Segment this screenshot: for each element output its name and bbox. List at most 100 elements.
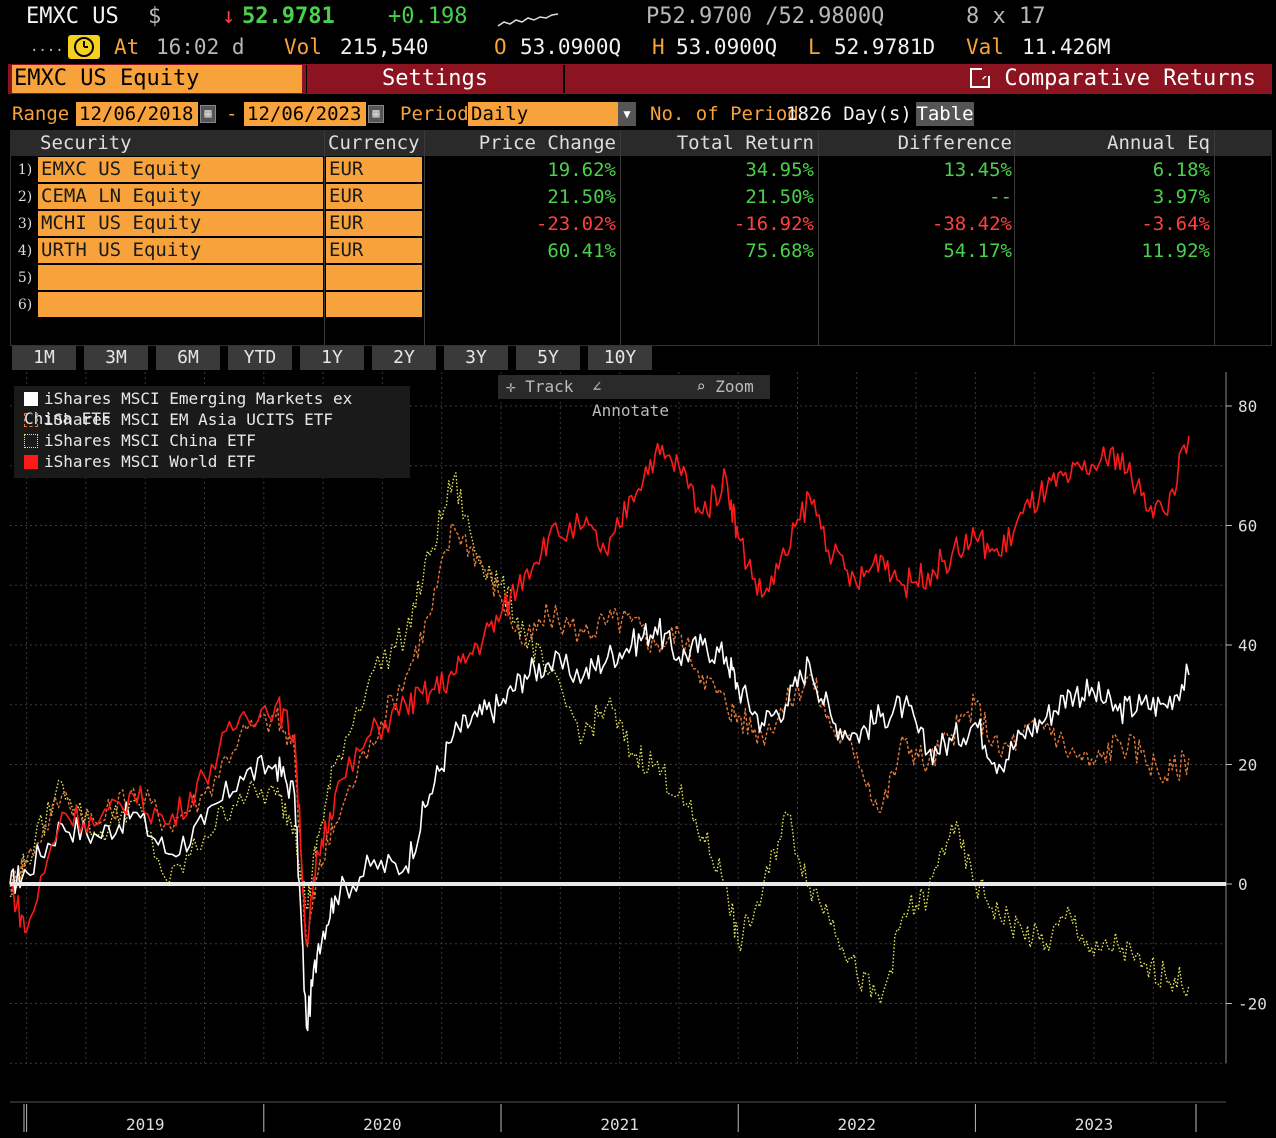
price-change-cell: 21.50% xyxy=(547,186,616,208)
row-number: 5) xyxy=(17,270,33,286)
currency-cell[interactable]: EUR xyxy=(326,238,422,263)
total-return-cell: 75.68% xyxy=(745,240,814,262)
legend-label: iShares MSCI EM Asia UCITS ETF xyxy=(44,410,333,429)
track-button[interactable]: ✛ Track xyxy=(498,375,584,399)
difference-cell: 13.45% xyxy=(943,159,1012,181)
period-button-10y[interactable]: 10Y xyxy=(588,346,656,370)
magnifier-icon: ⌕ xyxy=(696,377,716,396)
high-label: H xyxy=(652,35,665,59)
annual-eq-cell: -3.64% xyxy=(1141,213,1210,235)
total-return-cell: 34.95% xyxy=(745,159,814,181)
down-arrow-icon: ↓ xyxy=(222,4,236,29)
price-change-cell: 19.62% xyxy=(547,159,616,181)
sparkline-icon xyxy=(497,13,559,27)
range-label: Range xyxy=(12,103,70,125)
legend-label: iShares MSCI Emerging Markets ex China E… xyxy=(24,389,353,428)
zoom-button[interactable]: ⌕ Zoom xyxy=(688,375,770,399)
period-button-2y[interactable]: 2Y xyxy=(372,346,440,370)
price-change-cell: -23.02% xyxy=(535,213,616,235)
period-button-3m[interactable]: 3M xyxy=(84,346,152,370)
currency-cell[interactable]: EUR xyxy=(326,184,422,209)
col-security[interactable]: Security xyxy=(40,132,132,154)
quote-time: 16:02 d xyxy=(156,35,245,59)
period-button-6m[interactable]: 6M xyxy=(156,346,224,370)
open-price: 53.0900Q xyxy=(520,35,622,59)
start-date-input[interactable]: 12/06/2018 xyxy=(76,102,198,126)
val-label: Val xyxy=(966,35,1004,59)
row-number: 3) xyxy=(17,216,33,232)
period-button-ytd[interactable]: YTD xyxy=(228,346,296,370)
chevron-down-icon[interactable]: ▼ xyxy=(618,102,636,126)
legend-item[interactable]: iShares MSCI China ETF xyxy=(24,431,256,451)
period-button-5y[interactable]: 5Y xyxy=(516,346,584,370)
period-button-3y[interactable]: 3Y xyxy=(444,346,512,370)
comparative-returns-button[interactable]: Comparative Returns xyxy=(970,61,1256,93)
pencil-icon: ∠ xyxy=(592,377,602,396)
x-tick-label: 2022 xyxy=(838,1115,877,1134)
period-button-1m[interactable]: 1M xyxy=(12,346,80,370)
col-annual-eq[interactable]: Annual Eq xyxy=(1107,132,1210,154)
table-button[interactable]: Table xyxy=(916,102,974,126)
security-cell[interactable]: EMXC US Equity xyxy=(38,157,323,182)
col-difference[interactable]: Difference xyxy=(897,132,1012,154)
traded-value: 11.426M xyxy=(1022,35,1111,59)
comparative-returns-chart[interactable]: 80 60 40 20 0 -20 2019 2020 2021 2022 2023 xyxy=(0,372,1276,1138)
calendar-icon[interactable]: ▦ xyxy=(200,105,216,123)
period-button-1y[interactable]: 1Y xyxy=(300,346,368,370)
calendar-icon[interactable]: ▦ xyxy=(368,105,384,123)
track-label: Track xyxy=(525,377,574,396)
currency-symbol: $ xyxy=(148,4,162,29)
num-period-label: No. of Period xyxy=(650,103,799,125)
difference-cell: -- xyxy=(989,186,1012,208)
comparative-returns-label: Comparative Returns xyxy=(1004,66,1256,91)
low-price: 52.9781D xyxy=(834,35,936,59)
currency-cell[interactable]: EUR xyxy=(326,157,422,182)
y-tick-label: -20 xyxy=(1238,995,1267,1014)
legend-label: iShares MSCI World ETF xyxy=(44,452,256,471)
legend-swatch xyxy=(24,413,38,427)
legend-item[interactable]: iShares MSCI World ETF xyxy=(24,452,256,472)
security-cell[interactable]: URTH US Equity xyxy=(38,238,323,263)
x-tick-label: 2023 xyxy=(1075,1115,1114,1134)
price-change-cell: 60.41% xyxy=(547,240,616,262)
clock-icon[interactable] xyxy=(68,35,100,59)
total-return-cell: 21.50% xyxy=(745,186,814,208)
currency-cell[interactable] xyxy=(326,292,422,317)
currency-cell[interactable] xyxy=(326,265,422,290)
y-tick-label: 20 xyxy=(1238,756,1257,775)
y-tick-label: 60 xyxy=(1238,517,1257,536)
bid-ask-size: 8 x 17 xyxy=(966,4,1046,29)
row-number: 1) xyxy=(17,162,33,178)
series-line xyxy=(9,523,1190,948)
legend-item[interactable]: iShares MSCI EM Asia UCITS ETF xyxy=(24,410,333,430)
annotate-label: Annotate xyxy=(592,401,670,420)
settings-button[interactable]: Settings xyxy=(306,65,565,93)
col-currency[interactable]: Currency xyxy=(328,132,420,154)
open-label: O xyxy=(494,35,507,59)
security-input[interactable]: EMXC US Equity xyxy=(12,65,302,93)
period-select[interactable]: Daily xyxy=(468,102,618,126)
row-number: 6) xyxy=(17,297,33,313)
security-cell[interactable] xyxy=(38,292,323,317)
annotate-button[interactable]: ∠ Annotate xyxy=(584,375,688,420)
vol-label: Vol xyxy=(284,35,322,59)
legend-label: iShares MSCI China ETF xyxy=(44,431,256,450)
security-cell[interactable]: CEMA LN Equity xyxy=(38,184,323,209)
row-number: 2) xyxy=(17,189,33,205)
last-price: 52.9781 xyxy=(242,4,335,29)
dots-icon: .... xyxy=(30,39,64,55)
currency-cell[interactable]: EUR xyxy=(326,211,422,236)
end-date-input[interactable]: 12/06/2023 xyxy=(244,102,366,126)
x-tick-label: 2020 xyxy=(363,1115,402,1134)
volume: 215,540 xyxy=(340,35,429,59)
chart-legend: iShares MSCI Emerging Markets ex China E… xyxy=(14,386,410,478)
price-change: +0.198 xyxy=(388,4,468,29)
col-total-return[interactable]: Total Return xyxy=(676,132,814,154)
security-cell[interactable] xyxy=(38,265,323,290)
crosshair-icon: ✛ xyxy=(506,377,526,396)
zoom-label: Zoom xyxy=(715,377,754,396)
legend-swatch xyxy=(24,455,38,469)
col-price-change[interactable]: Price Change xyxy=(478,132,616,154)
legend-item[interactable]: iShares MSCI Emerging Markets ex China E… xyxy=(24,389,410,428)
security-cell[interactable]: MCHI US Equity xyxy=(38,211,323,236)
